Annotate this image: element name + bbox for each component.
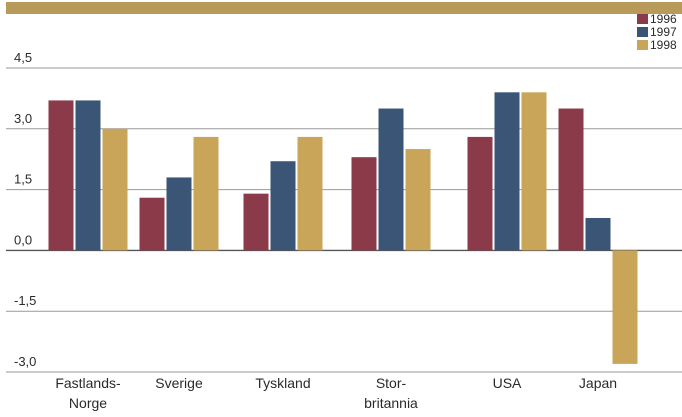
bar-1998-0	[102, 128, 128, 251]
category-label: britannia	[364, 395, 418, 411]
bar-1998-1	[193, 136, 219, 251]
bar-1996-5	[558, 108, 584, 251]
top-accent-band	[6, 2, 682, 14]
y-tick-label: 3,0	[14, 111, 32, 126]
bar-1997-5	[585, 217, 611, 251]
y-tick-label: -3,0	[14, 354, 36, 369]
bar-1997-0	[75, 100, 101, 251]
legend-label-1997: 1997	[650, 25, 677, 39]
y-tick-label: -1,5	[14, 293, 36, 308]
bar-1996-0	[48, 100, 74, 251]
category-label: Japan	[579, 375, 617, 391]
category-label: Tyskland	[255, 375, 310, 391]
bar-1997-2	[270, 161, 296, 251]
bars	[48, 92, 638, 364]
bar-1998-2	[297, 136, 323, 251]
bar-1997-3	[378, 108, 404, 251]
bar-1997-4	[494, 92, 520, 251]
category-label: Sverige	[155, 375, 203, 391]
category-label: USA	[493, 375, 522, 391]
y-tick-label: 0,0	[14, 232, 32, 247]
bar-1996-3	[351, 157, 377, 251]
legend-swatch-1997	[637, 27, 648, 37]
category-label: Stor-	[376, 375, 407, 391]
bar-1996-4	[467, 136, 493, 251]
legend-swatch-1996	[637, 14, 648, 24]
bar-1998-5	[612, 250, 638, 364]
x-axis-category-labels: Fastlands- Norge Sverige Tyskland Stor-brita…	[55, 375, 617, 411]
legend-swatch-1998	[637, 40, 648, 50]
bar-1998-4	[521, 92, 547, 251]
bar-1996-1	[139, 197, 165, 251]
bar-1996-2	[243, 193, 269, 251]
bar-1997-1	[166, 177, 192, 251]
bar-1998-3	[405, 149, 431, 251]
legend-label-1996: 1996	[650, 12, 677, 26]
legend-label-1998: 1998	[650, 38, 677, 52]
y-tick-label: 4,5	[14, 50, 32, 65]
y-tick-label: 1,5	[14, 172, 32, 187]
category-label: Fastlands-	[55, 375, 121, 391]
category-label: Norge	[69, 395, 107, 411]
y-axis-tick-labels: 4,5 3,0 1,5 0,0 -1,5 -3,0	[14, 50, 36, 369]
